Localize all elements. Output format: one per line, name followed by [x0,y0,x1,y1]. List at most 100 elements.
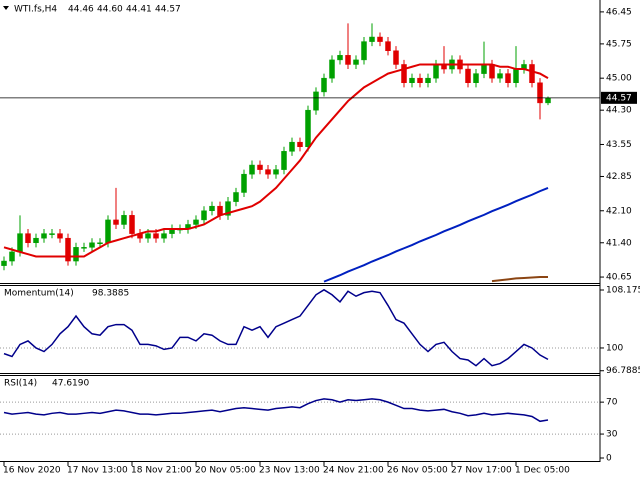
candle-body [465,68,471,84]
candle-body [57,233,63,239]
candle-body [113,219,119,225]
candle-body [377,36,383,42]
x-tick-label: 16 Nov 2020 [3,466,61,476]
ohlc-label: 44.46 [68,5,94,15]
candle-body [81,247,87,249]
candle-body [73,247,79,262]
y-tick-label: 45.00 [606,74,632,84]
candle-body [361,41,367,61]
candle-body [17,233,23,253]
x-tick-label: 20 Nov 05:00 [195,466,256,476]
candle-body [89,242,95,248]
candle-body [401,64,407,84]
candle-body [1,260,7,266]
candle-body [433,64,439,79]
candle-body [481,64,487,74]
x-tick-label: 23 Nov 13:00 [259,466,320,476]
candle-body [41,233,47,239]
y-tick-label: 96.7885 [606,366,640,376]
candle-body [233,192,239,202]
candle-body [337,55,343,61]
y-tick-label: 100 [606,343,623,353]
indicator-value: 47.6190 [52,379,89,389]
y-tick-label: 40.65 [606,273,632,283]
candle-body [257,164,263,170]
candle-body [281,151,287,170]
candle-body [209,205,215,212]
ohlc-label: 44.57 [155,5,181,15]
x-tick-label: 1 Dec 05:00 [515,466,570,476]
x-tick-label: 24 Nov 21:00 [323,466,384,476]
candle-body [225,201,231,216]
ohlc-label: 44.41 [126,5,152,15]
candle-body [305,109,311,148]
candle-body [129,215,135,234]
x-tick-label: 27 Nov 17:00 [451,466,512,476]
candle-body [49,233,55,235]
candle-body [345,55,351,65]
y-tick-label: 44.30 [606,106,632,116]
y-tick-label: 43.55 [606,140,632,150]
candle-body [145,233,151,239]
y-tick-label: 108.1753 [606,285,640,295]
candle-body [249,164,255,175]
candle-body [321,77,327,93]
moving-average [323,186,549,283]
candle-body [273,169,279,175]
candle-body [153,233,159,239]
candle-body [537,82,543,104]
candle-body [121,215,127,225]
candle-body [369,36,375,42]
candle-body [497,73,503,79]
dropdown-icon [3,6,9,10]
candle-body [65,237,71,262]
candle-body [529,64,535,84]
indicator-value: 98.3885 [92,289,129,299]
candle-body [513,68,519,84]
indicator-line [3,288,549,367]
candle-body [25,233,31,244]
y-tick-label: 0 [606,454,612,464]
candle-body [385,41,391,51]
candle-body [241,173,247,193]
candle-body [393,50,399,65]
y-tick-label: 30 [606,430,618,440]
candle-body [505,73,511,84]
candle-body [265,169,271,175]
x-tick-label: 17 Nov 13:00 [67,466,128,476]
y-tick-label: 41.40 [606,238,632,248]
candle-body [353,59,359,65]
y-tick-label: 70 [606,398,618,408]
candle-body [33,237,39,244]
chart-title: WTI.fs,H4 [14,5,57,15]
moving-average [3,63,549,258]
candle-body [417,77,423,84]
price-label-box [601,91,637,104]
candle-body [161,233,167,239]
indicator-title: Momentum(14) [4,289,74,299]
candle-body [473,73,479,84]
candle-body [409,77,415,84]
y-tick-label: 45.75 [606,39,632,49]
x-tick-label: 18 Nov 21:00 [131,466,192,476]
moving-average [491,276,548,283]
candle-body [297,141,303,148]
ohlc-label: 44.60 [97,5,123,15]
candle-body [9,251,15,262]
candle-body [425,77,431,84]
candle-body [97,242,103,245]
candle-body [193,219,199,225]
candle-body [289,141,295,152]
candle-body [545,97,551,104]
y-tick-label: 46.45 [606,7,632,17]
indicator-title: RSI(14) [4,379,37,389]
candle-body [313,91,319,111]
candle-body [329,59,335,79]
y-tick-label: 42.10 [606,206,632,216]
price-label: 44.57 [606,93,632,103]
candle-body [105,219,111,244]
candle-body [489,64,495,79]
x-tick-label: 26 Nov 05:00 [387,466,448,476]
